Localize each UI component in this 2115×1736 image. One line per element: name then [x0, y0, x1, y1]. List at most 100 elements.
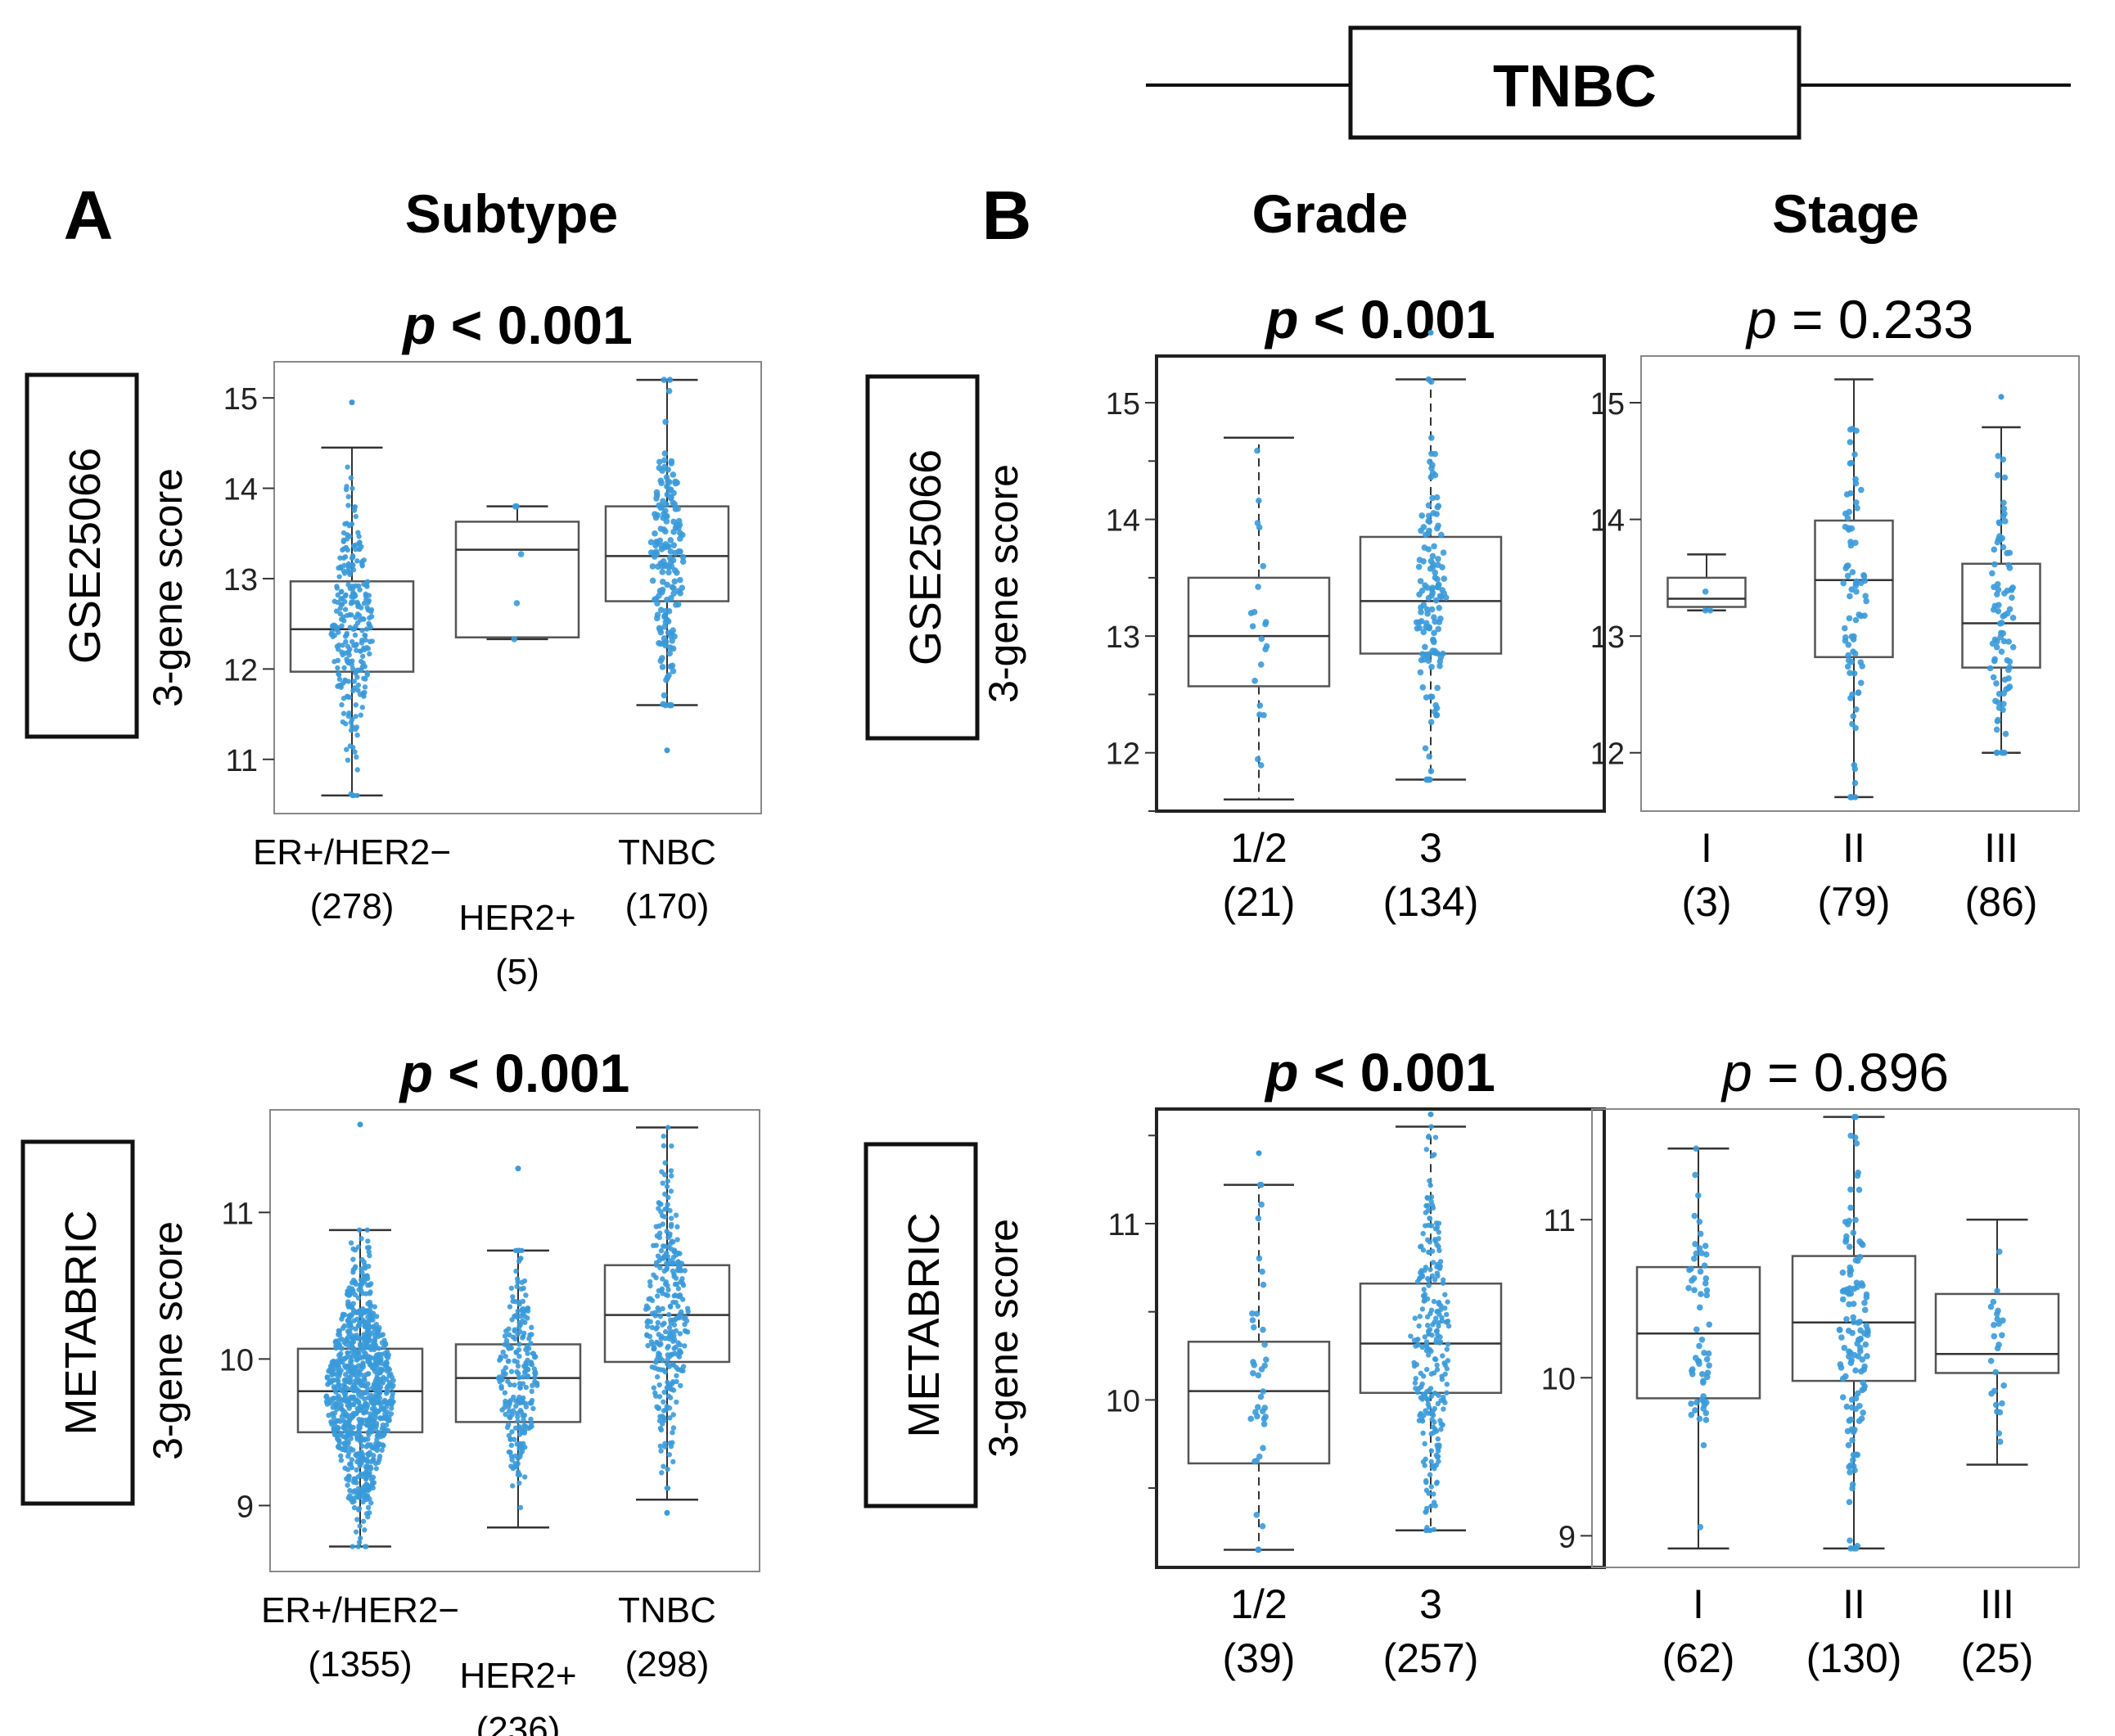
data-point: [362, 1436, 368, 1442]
data-point: [665, 1352, 670, 1358]
data-point: [661, 1143, 667, 1149]
outlier-point: [349, 399, 355, 406]
data-point: [329, 1372, 335, 1378]
data-point: [667, 1207, 673, 1214]
data-point: [368, 1500, 374, 1506]
data-point: [527, 1424, 533, 1431]
data-point: [509, 1317, 515, 1323]
data-point: [513, 1268, 519, 1274]
data-point: [355, 1400, 362, 1405]
data-point: [363, 1422, 370, 1427]
data-point: [520, 1335, 525, 1341]
data-point: [1423, 1339, 1430, 1345]
data-point: [665, 1356, 670, 1363]
data-point: [381, 1399, 386, 1405]
data-point: [648, 1339, 655, 1345]
data-point: [1420, 1247, 1427, 1253]
data-point: [381, 1406, 387, 1413]
data-point: [359, 628, 365, 634]
data-point: [1993, 1310, 2000, 1318]
data-point: [1434, 525, 1441, 532]
data-point: [368, 625, 373, 630]
data-point: [1696, 1218, 1703, 1225]
data-point: [359, 561, 365, 568]
data-point: [335, 592, 340, 598]
data-point: [673, 1275, 679, 1281]
data-point: [368, 1411, 373, 1417]
data-point: [349, 612, 354, 618]
data-point: [656, 626, 664, 634]
data-point: [649, 577, 656, 584]
data-point: [324, 1375, 331, 1381]
data-point: [1841, 1345, 1848, 1351]
data-point: [352, 1265, 358, 1271]
p-value-operator: <: [1298, 289, 1360, 349]
data-point: [1432, 618, 1438, 625]
data-point: [368, 1303, 373, 1309]
data-point: [525, 1350, 530, 1356]
x-sample-count: (25): [1961, 1635, 2034, 1681]
data-point: [656, 592, 662, 599]
data-point: [1429, 1248, 1436, 1254]
data-point: [1436, 1392, 1441, 1398]
box-group: ER+/HER2− (278): [253, 399, 451, 927]
data-point: [1995, 1248, 2003, 1256]
data-point: [354, 611, 361, 617]
data-point: [525, 1373, 530, 1379]
data-point: [521, 1474, 528, 1480]
data-point: [1852, 1367, 1859, 1374]
data-point: [512, 1382, 517, 1388]
data-point: [372, 1333, 378, 1339]
data-point: [363, 1487, 368, 1493]
data-point: [377, 1415, 383, 1421]
data-point: [1849, 1436, 1856, 1444]
x-sample-count: (134): [1383, 879, 1479, 925]
data-point: [374, 1436, 380, 1443]
data-point: [2000, 513, 2007, 520]
p-value-title: p < 0.001: [1264, 1042, 1495, 1102]
data-point: [1255, 584, 1261, 590]
data-point: [674, 505, 681, 512]
data-point: [357, 1308, 363, 1314]
boxplot-gse25066-stage: p = 0.233 12 13 14 15 I (3) II (79) III (86): [1590, 289, 2080, 925]
data-point: [1848, 586, 1856, 593]
data-point: [656, 588, 664, 594]
data-point: [1251, 609, 1258, 615]
data-point: [1841, 625, 1848, 632]
data-point: [1421, 1394, 1427, 1400]
data-point: [1428, 1307, 1435, 1314]
data-point: [674, 569, 680, 576]
p-value-symbol: p: [1720, 1042, 1752, 1102]
data-point: [1418, 1269, 1423, 1276]
data-point: [367, 1469, 372, 1476]
data-point: [1852, 476, 1859, 483]
data-point: [659, 569, 666, 575]
data-point: [527, 1332, 533, 1338]
data-point: [660, 1221, 666, 1227]
data-point: [359, 1236, 364, 1242]
data-point: [665, 1345, 670, 1350]
data-point: [1434, 684, 1441, 692]
data-point: [507, 1414, 513, 1421]
data-point: [371, 1395, 377, 1400]
data-point: [1991, 1322, 1997, 1328]
data-point: [672, 549, 679, 557]
data-point: [1426, 1346, 1432, 1352]
data-point: [362, 1378, 368, 1383]
data-point: [658, 1247, 665, 1254]
data-point: [1260, 562, 1267, 570]
box-group: II (130): [1791, 1113, 1917, 1681]
data-point: [2000, 499, 2007, 507]
data-point: [657, 1414, 663, 1420]
data-point: [363, 591, 369, 597]
data-point: [664, 1229, 670, 1234]
data-point: [1427, 1178, 1432, 1184]
panel-a-letter: A: [64, 177, 114, 254]
data-point: [1444, 1311, 1450, 1318]
data-point: [1995, 691, 2003, 697]
data-point: [1844, 572, 1851, 579]
data-point: [328, 631, 334, 637]
data-point: [1839, 1296, 1847, 1303]
data-point: [368, 1444, 375, 1450]
data-point: [362, 1527, 368, 1533]
